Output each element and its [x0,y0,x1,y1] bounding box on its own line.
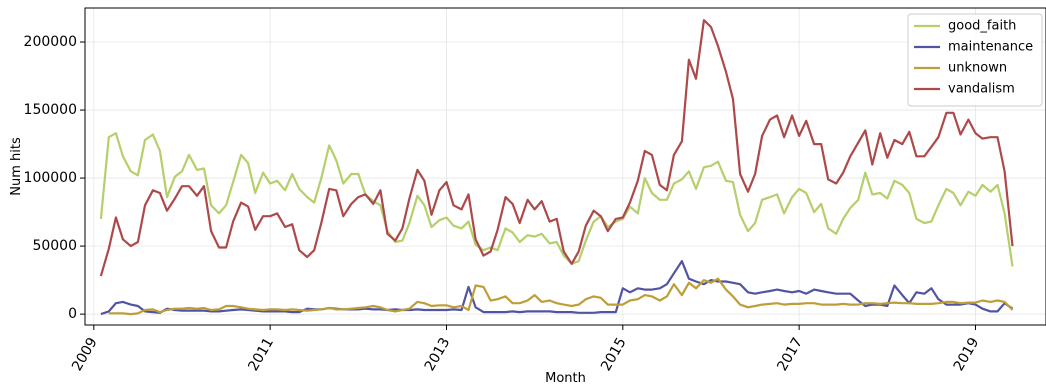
x-tick-label: 2011 [245,335,277,374]
y-axis-label: Num hits [9,137,24,196]
x-tick-label: 2015 [598,335,630,374]
x-tick-label: 2017 [774,335,806,374]
series-lines [99,19,1014,316]
legend-label: unknown [948,61,1007,76]
legend-label: vandalism [948,82,1015,97]
legend: good_faith maintenance unknown vandalism [907,13,1043,107]
series-line-unknown [108,277,1014,316]
x-tick-label: 2019 [951,335,983,374]
x-tick-label: 2013 [422,335,454,374]
x-tick-label: 2009 [69,335,101,374]
y-axis-ticks: 0 50000 100000 150000 200000 [24,34,85,322]
grid-lines [85,8,1046,325]
legend-box [907,13,1043,107]
series-line-maintenance [100,260,1014,316]
y-tick-label: 150000 [24,102,77,118]
x-axis-label: Month [545,371,586,386]
y-tick-label: 0 [68,306,77,322]
y-tick-label: 100000 [24,170,77,186]
series-line-vandalism [99,19,1014,277]
y-tick-label: 50000 [32,238,77,254]
plot-area-frame [84,7,1046,326]
x-axis-ticks: 2009 2011 2013 2015 2017 2019 [69,325,982,374]
legend-label: good_faith [948,19,1016,34]
legend-label: maintenance [948,40,1033,55]
series-line-good-faith [99,132,1014,267]
y-tick-label: 200000 [24,34,77,50]
